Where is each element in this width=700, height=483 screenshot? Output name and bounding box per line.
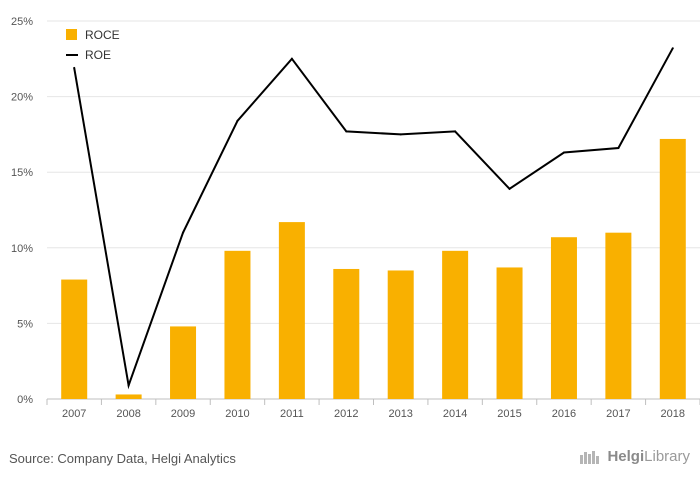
roe-point: [290, 57, 293, 60]
roe-point: [617, 147, 620, 150]
y-tick-label: 5%: [17, 318, 33, 330]
legend-swatch-roce: [66, 29, 77, 40]
roe-point: [73, 66, 76, 69]
legend-label-roe: ROE: [85, 48, 111, 62]
legend: ROCE ROE: [66, 28, 120, 62]
library-icon: [580, 450, 600, 464]
brand-logo: Helgi Library: [579, 448, 690, 465]
roe-point: [182, 231, 185, 234]
y-tick-label: 20%: [11, 92, 33, 104]
roe-point: [236, 119, 239, 122]
roce-bar: [224, 250, 251, 399]
y-axis: 0% 5% 10% 15% 20% 25%: [11, 16, 33, 406]
roce-bar: [170, 326, 197, 399]
roe-point: [508, 187, 511, 190]
roe-point: [399, 133, 402, 136]
x-axis: 2007 2008 2009 2010 2011 2012 2013 2014 2015 2016…: [46, 399, 700, 420]
brand-prefix: Helgi: [607, 448, 645, 465]
roce-bar: [61, 279, 88, 399]
legend-label-roce: ROCE: [85, 28, 120, 42]
x-tick-label: 2009: [171, 408, 195, 420]
y-tick-label: 15%: [11, 167, 33, 179]
roce-bar: [278, 222, 305, 399]
x-tick-label: 2010: [225, 408, 249, 420]
roce-bar: [605, 232, 632, 399]
y-tick-label: 0%: [17, 394, 33, 406]
x-tick-label: 2007: [62, 408, 86, 420]
x-tick-label: 2018: [661, 408, 685, 420]
x-tick-label: 2014: [443, 408, 467, 420]
y-tick-label: 10%: [11, 243, 33, 255]
roe-point: [454, 130, 457, 133]
x-tick-label: 2011: [280, 408, 304, 420]
roce-bar: [550, 237, 577, 399]
x-tick-label: 2012: [334, 408, 358, 420]
roe-point: [345, 130, 348, 133]
chart: 0% 5% 10% 15% 20% 25% 2007 2008 2009 2010 2011 201…: [11, 16, 700, 420]
y-tick-label: 25%: [11, 16, 33, 28]
x-tick-label: 2008: [116, 408, 140, 420]
brand-suffix: Library: [644, 448, 690, 465]
x-tick-label: 2015: [497, 408, 521, 420]
source-note: Source: Company Data, Helgi Analytics: [9, 451, 236, 466]
roce-bar: [442, 250, 469, 399]
roce-bars: [61, 138, 686, 399]
roce-bar: [387, 270, 414, 399]
x-tick-label: 2016: [552, 408, 576, 420]
roe-line-path: [73, 47, 674, 390]
roe-line: [73, 47, 674, 390]
roce-bar: [659, 138, 686, 399]
roce-bar: [115, 394, 142, 399]
roe-point: [671, 47, 674, 50]
roe-point: [127, 384, 130, 387]
x-tick-label: 2013: [388, 408, 412, 420]
roe-point: [562, 151, 565, 154]
x-tick-label: 2017: [606, 408, 630, 420]
roce-bar: [333, 268, 360, 399]
roce-bar: [496, 267, 523, 399]
